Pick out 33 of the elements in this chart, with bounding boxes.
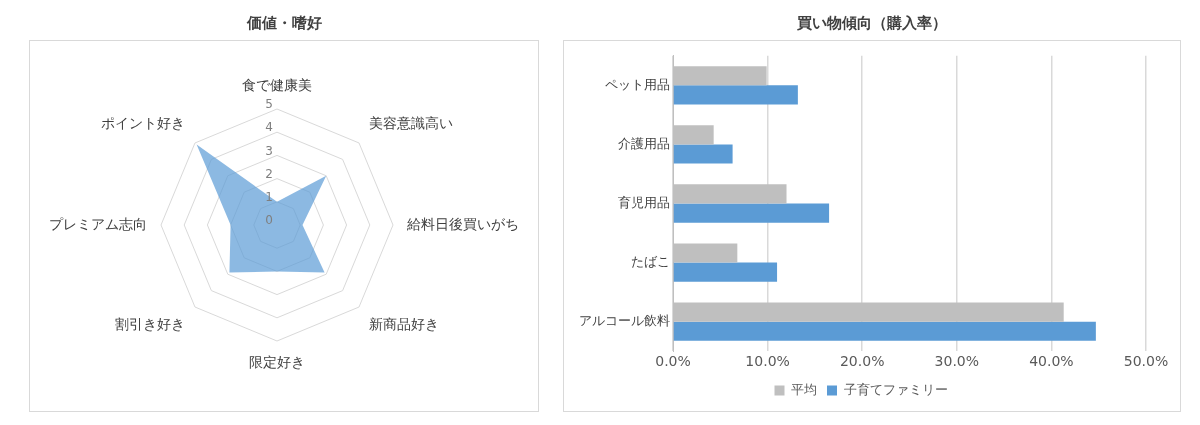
spoke-label: ポイント好き — [101, 115, 186, 132]
bar — [673, 321, 1096, 341]
y-tick-label: 3 — [265, 143, 273, 158]
spoke-label: 割引き好き — [115, 315, 186, 332]
y-tick-label: ペット用品 — [605, 76, 670, 92]
spoke-label: プレミアム志向 — [49, 215, 147, 232]
y-tick-label: 0 — [265, 213, 273, 228]
spoke-label: 美容意識高い — [368, 115, 453, 132]
legend-label: 平均 — [791, 381, 817, 397]
x-tick-label: 40.0% — [1029, 353, 1074, 370]
bar — [673, 262, 778, 282]
x-tick-label: 0.0% — [655, 353, 691, 370]
x-tick-label: 30.0% — [934, 353, 980, 370]
chart-title: 価値・嗜好 — [246, 13, 322, 34]
y-tick-label: 4 — [265, 120, 273, 135]
x-tick-label: 20.0% — [839, 353, 885, 370]
y-tick-label: 育児用品 — [618, 194, 670, 210]
y-tick-label: 2 — [265, 166, 273, 181]
legend-label: 子育てファミリー — [843, 381, 948, 397]
spoke-label: 新商品好き — [368, 315, 439, 332]
chart-title: 買い物傾向（購入率） — [797, 13, 947, 34]
y-tick-label: 5 — [265, 97, 273, 112]
spoke-label: 食で健康美 — [242, 77, 312, 94]
x-tick-label: 10.0% — [745, 353, 790, 370]
spoke-label: 給料日後買いがち — [406, 215, 519, 232]
y-tick-label: たばこ — [631, 253, 670, 269]
x-tick-label: 50.0% — [1123, 353, 1169, 370]
y-tick-label: 介護用品 — [618, 135, 670, 151]
bar — [673, 85, 798, 105]
y-tick-label: アルコール飲料 — [579, 313, 670, 329]
bar — [673, 144, 733, 164]
spoke-label: 限定好き — [249, 354, 305, 371]
bar — [673, 203, 830, 223]
